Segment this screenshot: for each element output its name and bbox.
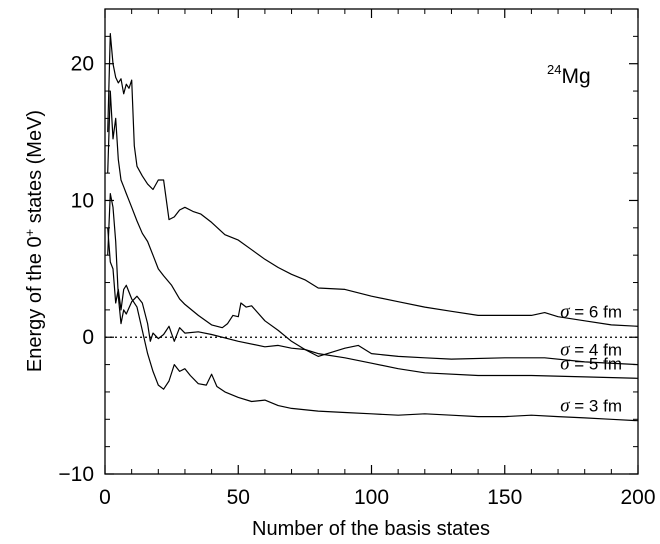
x-axis-title: Number of the basis states xyxy=(252,518,490,540)
nucleus-label: 24Mg xyxy=(547,62,591,88)
series-label-4: σ = 3 fm xyxy=(560,396,622,417)
series-label-3: σ = 4 fm xyxy=(560,340,622,361)
series-line-1 xyxy=(107,33,639,327)
series-line-3 xyxy=(107,193,639,366)
plot-frame xyxy=(104,8,639,475)
series-label-2: σ = 5 fm xyxy=(560,353,622,374)
x-tick-label: 150 xyxy=(487,486,522,509)
series-line-4 xyxy=(107,227,639,422)
x-tick-label: 200 xyxy=(620,486,655,509)
y-tick-label: 10 xyxy=(71,189,94,212)
y-axis-title: Energy of the 0+ states (MeV) xyxy=(22,110,46,372)
y-tick-label: −10 xyxy=(58,463,94,486)
x-tick-label: 50 xyxy=(227,486,250,509)
series-layer xyxy=(107,33,639,422)
series-label-1: σ = 6 fm xyxy=(560,301,622,322)
x-tick-label: 0 xyxy=(99,486,111,509)
y-tick-label: 20 xyxy=(71,53,94,76)
ticks-layer xyxy=(104,9,639,475)
y-tick-label: 0 xyxy=(82,326,94,349)
series-line-2 xyxy=(107,90,639,379)
x-tick-label: 100 xyxy=(354,486,389,509)
